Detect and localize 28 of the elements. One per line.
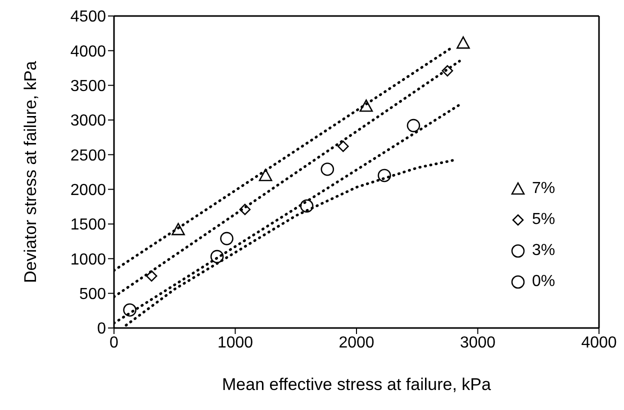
y-tick-label: 3000 <box>70 112 106 130</box>
x-tick-label: 2000 <box>338 334 374 352</box>
point <box>258 168 272 182</box>
y-tick-label: 0 <box>97 320 106 338</box>
y-tick-label: 1500 <box>70 216 106 234</box>
x-axis-title: Mean effective stress at failure, kPa <box>222 375 492 394</box>
y-tick-label: 500 <box>79 286 106 304</box>
legend-label: 3% <box>532 242 556 260</box>
y-tick-label: 3500 <box>70 78 106 96</box>
y-tick-label: 4000 <box>70 43 106 60</box>
x-tick-label: 4000 <box>581 334 617 352</box>
y-axis-title: Deviator stress at failure, kPa <box>21 60 40 284</box>
point <box>338 140 349 152</box>
y-tick-label: 2000 <box>70 182 106 200</box>
y-tick-label: 1000 <box>70 251 106 268</box>
y-tick-label: 2500 <box>70 147 106 164</box>
legend-label: 7% <box>532 180 556 198</box>
x-tick-label: 3000 <box>460 334 496 352</box>
legend-label: 0% <box>532 273 556 291</box>
y-tick-label: 4500 <box>70 8 106 26</box>
x-tick-label: 1000 <box>217 334 254 352</box>
point <box>406 118 420 132</box>
point <box>320 162 334 176</box>
legend-label: 5% <box>532 211 556 229</box>
point <box>220 232 234 246</box>
x-tick-label: 0 <box>110 334 119 352</box>
point <box>146 270 158 282</box>
point <box>456 36 470 49</box>
